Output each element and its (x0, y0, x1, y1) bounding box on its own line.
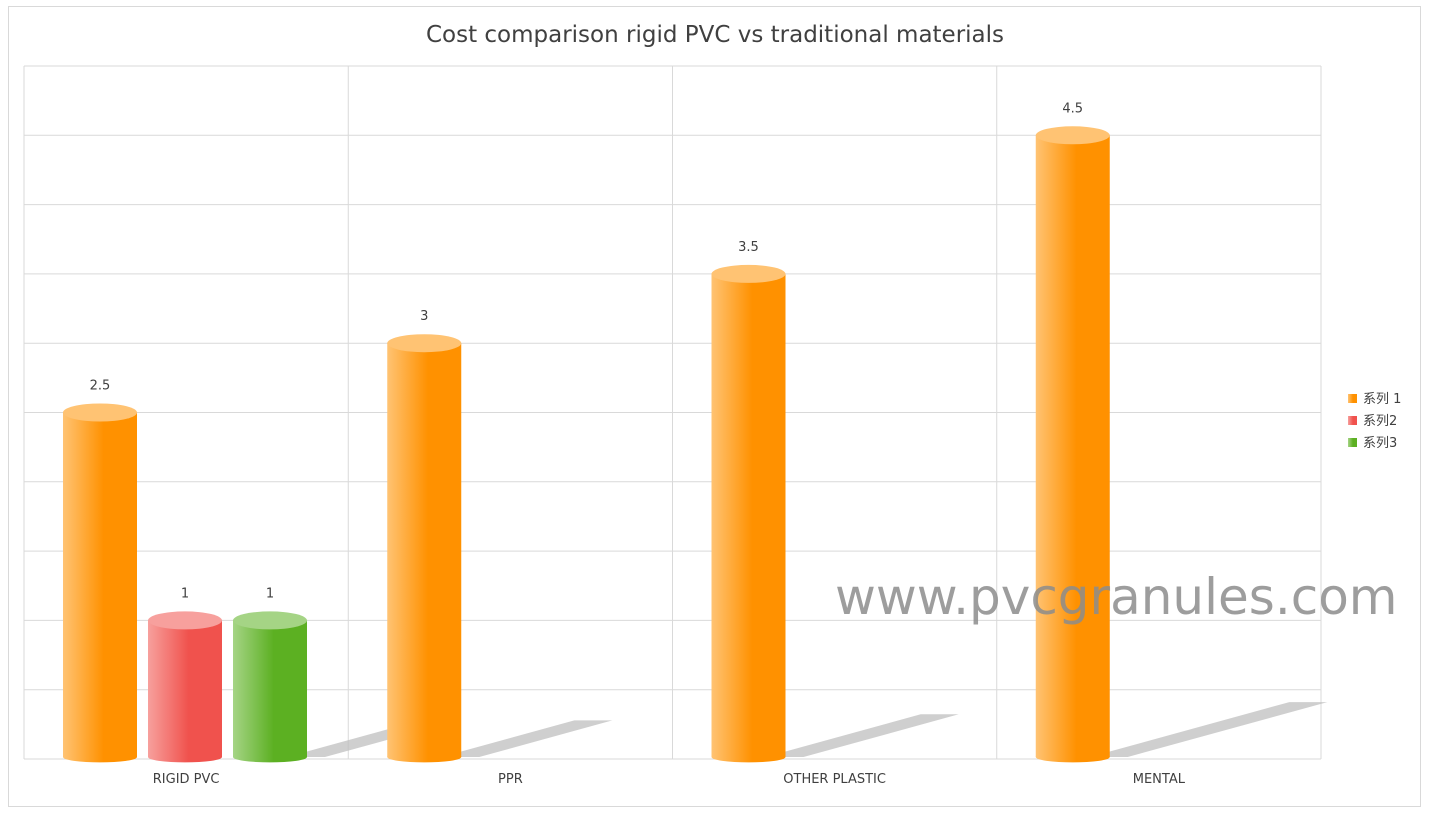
bar-body (711, 273, 786, 757)
x-tick-label: PPR (498, 772, 523, 787)
data-labels: 2.5 1 1 3 3.5 4.5 (90, 101, 1083, 601)
bar (63, 403, 137, 763)
bar (387, 334, 462, 763)
bar (1035, 126, 1110, 763)
bar-shadows (287, 702, 1328, 757)
bar-top (148, 611, 222, 630)
x-tick-label: RIGID PVC (153, 772, 220, 787)
bars (63, 126, 1110, 763)
data-label: 3 (420, 309, 428, 324)
x-tick-label: OTHER PLASTIC (783, 772, 886, 787)
legend: 系列 1 系列2 系列3 (1348, 392, 1401, 451)
data-label: 4.5 (1062, 101, 1083, 116)
bar-shadow (765, 714, 959, 757)
bar-top (1035, 126, 1110, 145)
bar-shadow (441, 720, 613, 757)
legend-label: 系列2 (1363, 414, 1397, 429)
bar-top (63, 403, 137, 422)
data-label: 1 (266, 586, 274, 601)
bar-body (1035, 135, 1110, 758)
bar-body (148, 620, 222, 757)
bar-body (63, 412, 137, 757)
bar (148, 611, 222, 763)
chart-title: Cost comparison rigid PVC vs traditional… (426, 22, 1004, 48)
legend-label: 系列3 (1363, 436, 1397, 451)
legend-swatch (1348, 394, 1357, 403)
legend-label: 系列 1 (1363, 392, 1401, 407)
legend-item: 系列3 (1348, 436, 1397, 451)
bar (711, 264, 786, 763)
x-axis-ticks: RIGID PVC PPR OTHER PLASTIC MENTAL (153, 772, 1186, 787)
bar-top (711, 264, 786, 283)
data-label: 2.5 (90, 379, 111, 394)
bar-shadow (1089, 702, 1328, 757)
bar-top (233, 611, 307, 630)
watermark: www.pvcgranules.com (835, 568, 1398, 626)
data-label: 1 (181, 586, 189, 601)
chart-frame (8, 6, 1421, 807)
x-tick-label: MENTAL (1133, 772, 1186, 787)
legend-item: 系列 1 (1348, 392, 1401, 407)
bar-body (233, 620, 307, 757)
legend-swatch (1348, 438, 1357, 447)
data-label: 3.5 (738, 240, 759, 255)
legend-swatch (1348, 416, 1357, 425)
bar-body (387, 343, 462, 757)
bar-top (387, 334, 462, 353)
bar (233, 611, 307, 763)
legend-item: 系列2 (1348, 414, 1397, 429)
